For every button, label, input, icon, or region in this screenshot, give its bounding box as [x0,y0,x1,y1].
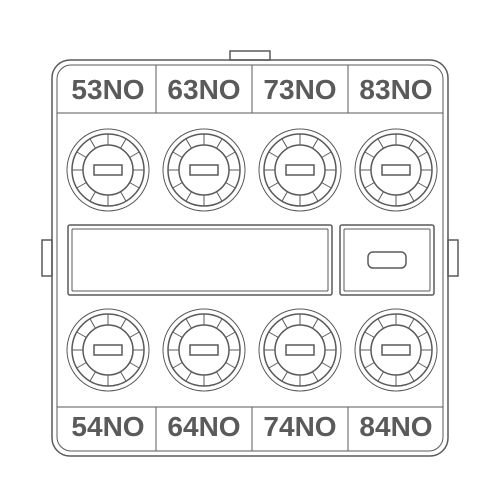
terminal-top-2 [163,129,245,211]
label-top-1: 53NO [71,74,144,105]
center-panel-left [68,225,332,295]
top-tab [230,51,270,60]
terminal-top-3 [259,129,341,211]
label-bottom-2: 64NO [167,411,240,442]
outer-body [52,60,448,456]
terminal-top-1 [67,129,149,211]
terminal-top-4 [355,129,437,211]
terminal-bottom-4 [355,309,437,391]
label-bottom-4: 84NO [359,411,432,442]
inner-body-line [57,65,443,451]
left-notch [42,240,52,276]
center-panel-left-inner [72,229,328,291]
terminal-bottom-1 [67,309,149,391]
center-panel-slot [368,252,406,268]
right-notch [448,240,458,276]
label-bottom-3: 74NO [263,411,336,442]
label-bottom-1: 54NO [71,411,144,442]
label-top-3: 73NO [263,74,336,105]
label-top-2: 63NO [167,74,240,105]
center-panel-right-inner [344,229,430,291]
terminal-bottom-3 [259,309,341,391]
center-panel-right [340,225,434,295]
label-top-4: 83NO [359,74,432,105]
terminal-bottom-2 [163,309,245,391]
contact-block-drawing: 53NO 63NO 73NO 83NO 54NO 64NO 74NO 84NO [0,0,500,500]
